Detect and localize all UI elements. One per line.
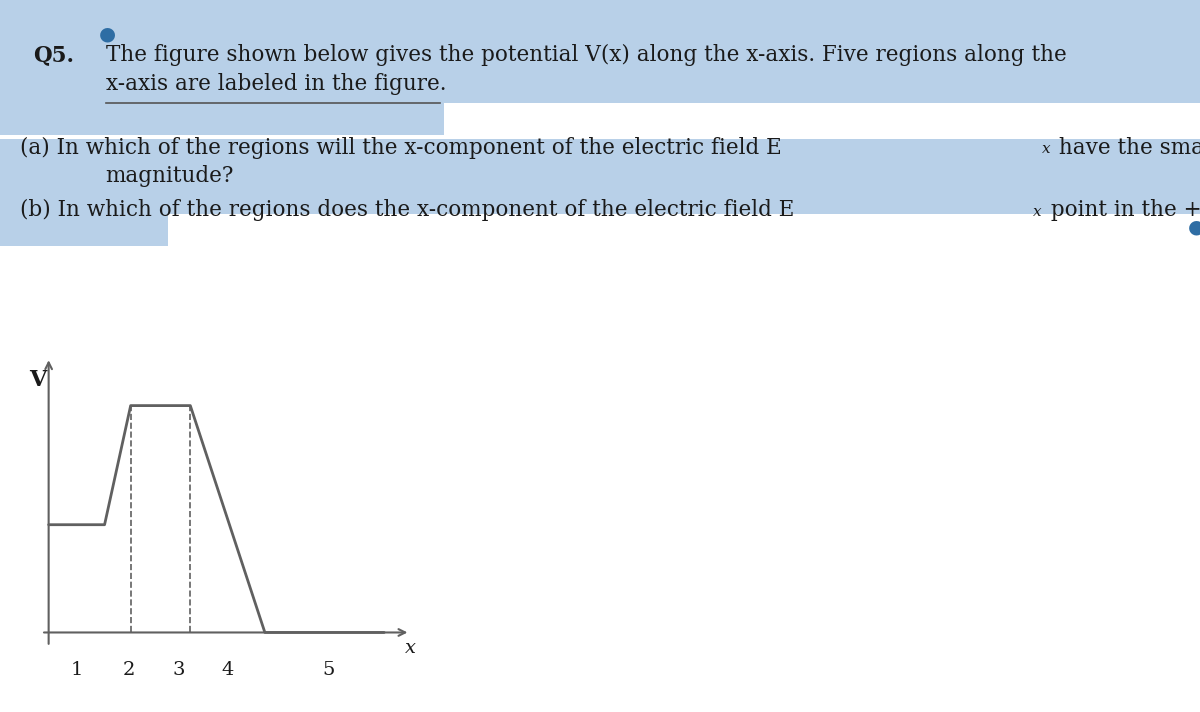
Text: have the smallest: have the smallest xyxy=(1052,137,1200,159)
Text: 4: 4 xyxy=(222,661,234,679)
Text: (a) In which of the regions will the x-component of the electric field E: (a) In which of the regions will the x-c… xyxy=(20,137,782,159)
Text: Q5.: Q5. xyxy=(34,44,74,66)
Text: 3: 3 xyxy=(173,661,185,679)
Text: ●: ● xyxy=(98,25,115,44)
Text: magnitude?: magnitude? xyxy=(106,165,234,187)
Text: 5: 5 xyxy=(322,661,335,679)
Text: point in the +x direction?: point in the +x direction? xyxy=(1044,199,1200,221)
Text: The figure shown below gives the potential V(x) along the x-axis. Five regions a: The figure shown below gives the potenti… xyxy=(106,44,1067,66)
Text: 2: 2 xyxy=(122,661,134,679)
Text: ●: ● xyxy=(1188,218,1200,237)
Text: x: x xyxy=(1042,142,1050,157)
Text: V: V xyxy=(29,369,46,391)
Text: 1: 1 xyxy=(71,661,83,679)
Text: x: x xyxy=(1033,205,1042,219)
Text: (b) In which of the regions does the x-component of the electric field E: (b) In which of the regions does the x-c… xyxy=(20,199,794,221)
Text: x: x xyxy=(404,639,415,657)
Text: x-axis are labeled in the figure.: x-axis are labeled in the figure. xyxy=(106,73,446,95)
